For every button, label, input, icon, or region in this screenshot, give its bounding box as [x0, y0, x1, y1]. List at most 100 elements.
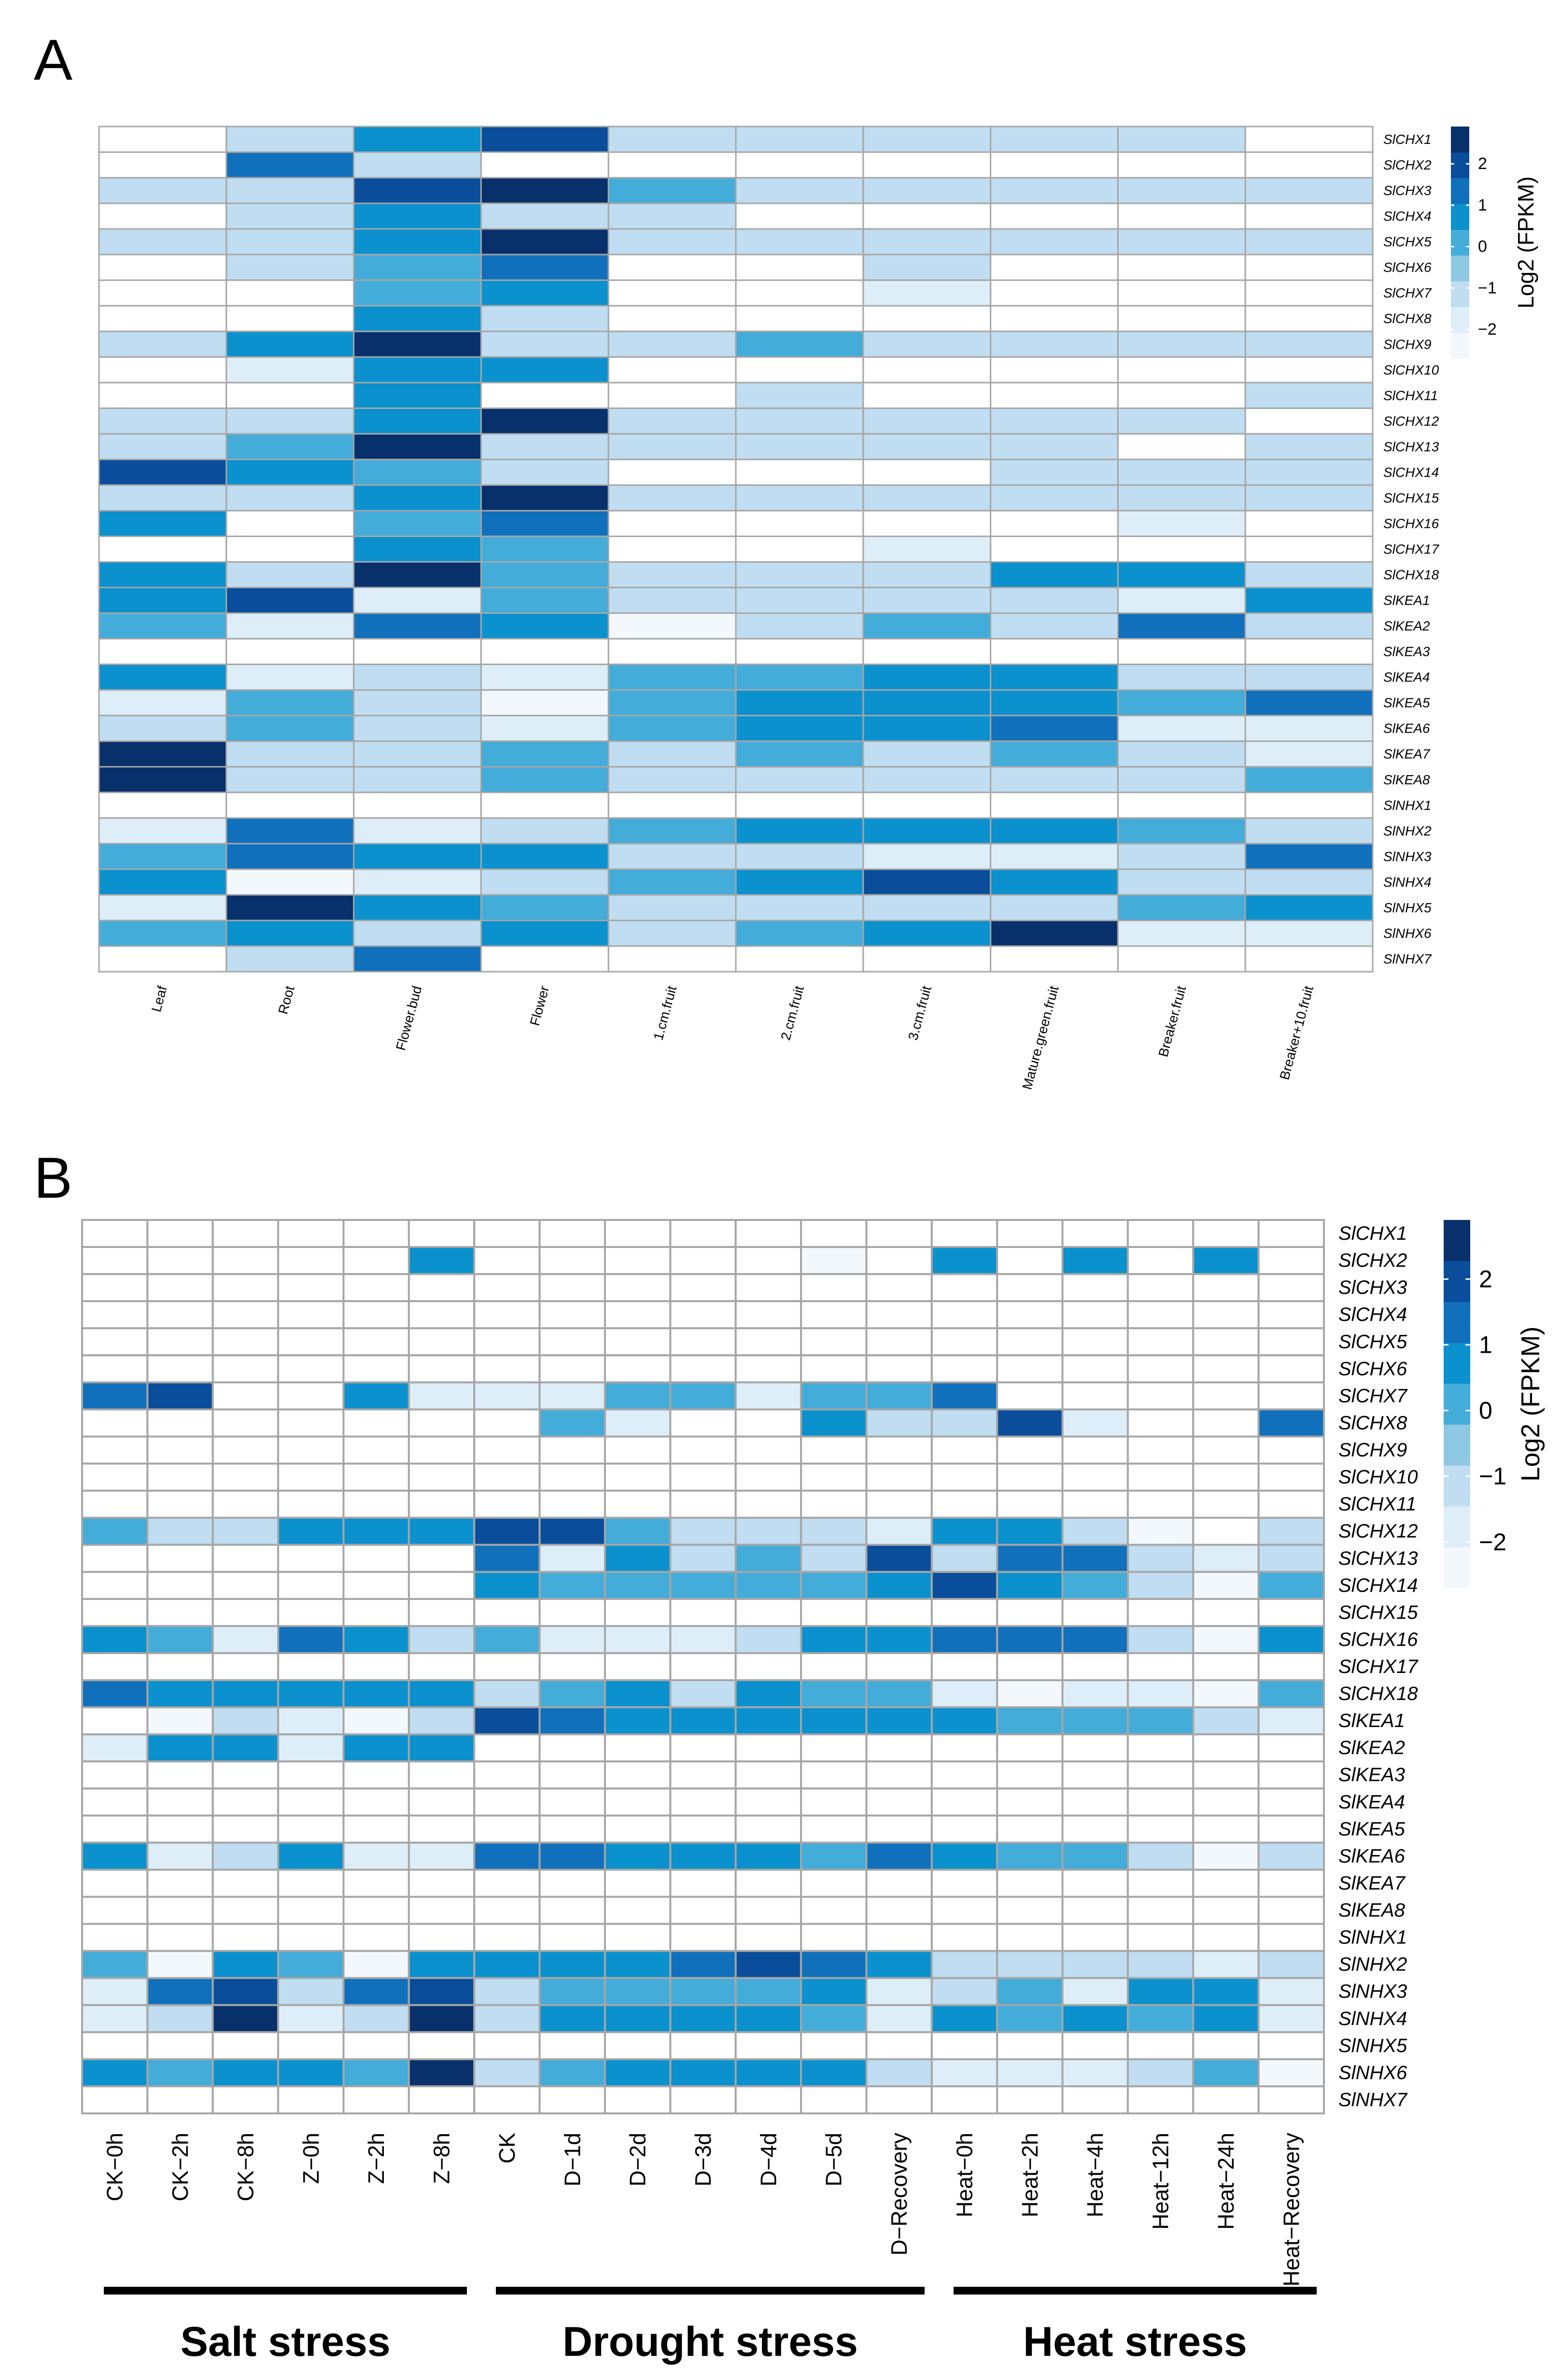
heatmap-cell: [862, 151, 992, 179]
heatmap-cell: [81, 2031, 149, 2060]
heatmap-cell: [538, 1516, 606, 1546]
heatmap-cell: [800, 1354, 868, 1384]
heatmap-cell: [1126, 1787, 1195, 1817]
heatmap-cell: [146, 1950, 214, 1979]
heatmap-cell: [277, 2058, 345, 2087]
heatmap-cell: [538, 1408, 606, 1438]
heatmap-cell: [604, 1300, 672, 1330]
heatmap-cell: [862, 356, 992, 383]
heatmap-cell: [865, 1706, 933, 1736]
heatmap-cell: [604, 1246, 672, 1275]
heatmap-cell: [342, 1787, 410, 1817]
heatmap-cell: [473, 1896, 541, 1925]
heatmap-cell: [604, 1760, 672, 1790]
row-label: SlKEA6: [1383, 721, 1430, 736]
heatmap-cell: [1117, 817, 1246, 845]
row-label: SlKEA4: [1338, 1791, 1405, 1813]
heatmap-cell: [1192, 1273, 1260, 1303]
heatmap-cell: [342, 1219, 410, 1248]
heatmap-cell: [98, 279, 227, 307]
heatmap-cell: [865, 1544, 933, 1573]
heatmap-cell: [800, 1652, 868, 1682]
heatmap-cell: [538, 1733, 606, 1763]
heatmap-cell: [277, 1300, 345, 1330]
heatmap-cell: [865, 1327, 933, 1357]
heatmap-cell: [604, 1381, 672, 1411]
heatmap-cell: [800, 2085, 868, 2114]
heatmap-cell: [800, 1571, 868, 1600]
heatmap-cell: [800, 1219, 868, 1248]
heatmap-cell: [146, 2058, 214, 2087]
heatmap-cell: [1244, 715, 1374, 742]
heatmap-cell: [1257, 1625, 1325, 1654]
heatmap-cell: [81, 2085, 149, 2114]
heatmap-cell: [211, 2058, 280, 2087]
heatmap-cell: [930, 1300, 998, 1330]
heatmap-cell: [1244, 945, 1374, 973]
heatmap-cell: [81, 1977, 149, 2006]
heatmap-cell: [408, 1787, 476, 1817]
heatmap-cell: [81, 1625, 149, 1654]
heatmap-cell: [473, 1679, 541, 1709]
heatmap-cell: [1061, 1625, 1129, 1654]
heatmap-cell: [604, 1787, 672, 1817]
heatmap-cell: [734, 1489, 802, 1519]
heatmap-cell: [1126, 1760, 1195, 1790]
heatmap-cell: [277, 1733, 345, 1763]
heatmap-cell: [480, 330, 609, 358]
heatmap-cell: [930, 2031, 998, 2060]
heatmap-cell: [225, 279, 355, 307]
row-label: SlCHX3: [1338, 1277, 1407, 1298]
heatmap-cell: [930, 1625, 998, 1654]
heatmap-cell: [146, 1679, 214, 1709]
heatmap-cell: [277, 1652, 345, 1682]
colorbar-title: Log2 (FPKM): [1516, 1326, 1545, 1481]
heatmap-cell: [211, 1489, 280, 1519]
heatmap-cell: [211, 1516, 280, 1546]
heatmap-cell: [735, 510, 864, 537]
heatmap-cell: [865, 1787, 933, 1817]
heatmap-cell: [277, 1219, 345, 1248]
heatmap-cell: [1257, 1300, 1325, 1330]
heatmap-cell: [996, 1354, 1064, 1384]
heatmap-cell: [990, 817, 1119, 845]
heatmap-cell: [146, 1923, 214, 1952]
heatmap-cell: [538, 1273, 606, 1303]
heatmap-cell: [930, 2004, 998, 2033]
heatmap-cell: [800, 2058, 868, 2087]
heatmap-cell: [342, 1706, 410, 1736]
row-label: SlCHX5: [1383, 234, 1432, 249]
heatmap-cell: [800, 1950, 868, 1979]
heatmap-cell: [930, 1598, 998, 1627]
row-label: SlCHX18: [1383, 567, 1439, 582]
heatmap-cell: [1126, 1814, 1195, 1844]
heatmap-cell: [408, 2031, 476, 2060]
heatmap-cell: [146, 2031, 214, 2060]
heatmap-cell: [353, 254, 482, 281]
heatmap-cell: [1257, 1977, 1325, 2006]
heatmap-cell: [996, 1598, 1064, 1627]
heatmap-cell: [211, 1598, 280, 1627]
heatmap-cell: [1192, 1544, 1260, 1573]
heatmap-cell: [342, 2031, 410, 2060]
heatmap-cell: [538, 1706, 606, 1736]
row-label: SlKEA1: [1338, 1710, 1405, 1731]
heatmap-cell: [146, 1869, 214, 1898]
heatmap-cell: [1192, 1679, 1260, 1709]
row-label: SlKEA2: [1383, 619, 1430, 634]
heatmap-cell: [1117, 510, 1246, 537]
heatmap-cell: [604, 1896, 672, 1925]
heatmap-cell: [800, 1706, 868, 1736]
heatmap-cell: [98, 535, 227, 563]
heatmap-cell: [1117, 433, 1246, 460]
heatmap-cell: [408, 1489, 476, 1519]
heatmap-cell: [930, 1435, 998, 1465]
heatmap-cell: [342, 1760, 410, 1790]
heatmap-cell: [734, 1896, 802, 1925]
heatmap-cell: [81, 2058, 149, 2087]
heatmap-cell: [538, 1923, 606, 1952]
row-label: SlCHX18: [1338, 1683, 1418, 1704]
heatmap-cell: [480, 356, 609, 383]
heatmap-cell: [473, 1652, 541, 1682]
heatmap-cell: [669, 1787, 737, 1817]
